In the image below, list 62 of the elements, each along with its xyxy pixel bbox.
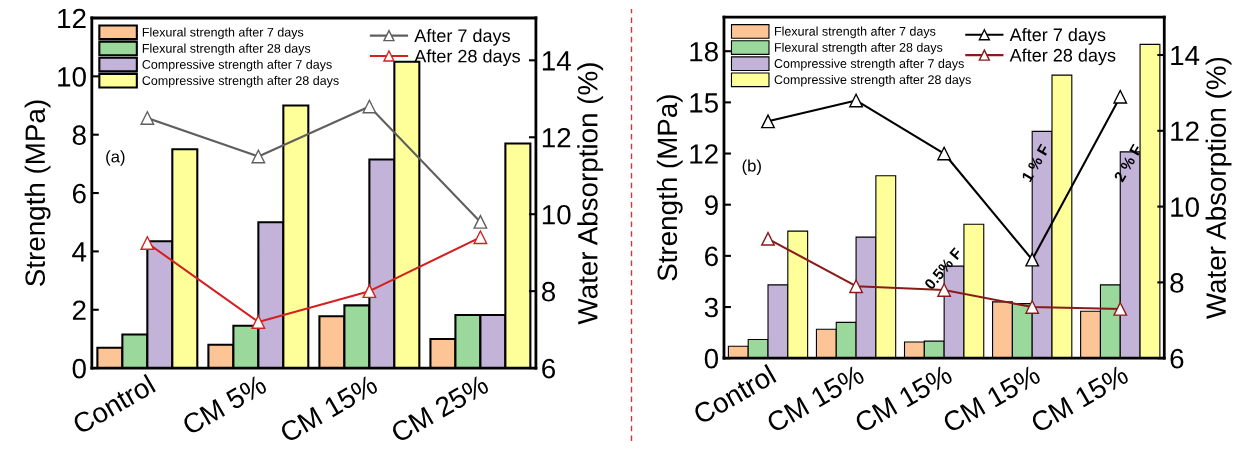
y-axis-title: Strength (MPa) [24, 100, 51, 286]
y2-tick-label: 12 [1171, 121, 1199, 141]
y2-tick-label: 8 [541, 281, 556, 302]
y-tick-label: 4 [72, 242, 87, 262]
point [473, 214, 488, 229]
legend-label: Compressive strength after 28 days [142, 75, 339, 88]
y2-tick-label: 14 [1171, 45, 1200, 66]
legend-label: Flexural strength after 7 days [142, 27, 304, 40]
y-axis-title: Strength (MPa) [656, 95, 683, 281]
y2-tick-label: 10 [542, 204, 571, 225]
point [761, 114, 775, 129]
legend-label: After 7 days [414, 28, 510, 46]
annotation: (a) [106, 150, 125, 166]
legend-label: Compressive strength after 7 days [142, 59, 332, 72]
point [761, 231, 775, 246]
y-tick-label: 12 [690, 144, 718, 164]
y-tick-label: 2 [72, 300, 86, 320]
y2-tick-label: 12 [542, 127, 571, 148]
y-tick-label: 8 [72, 125, 86, 146]
annotation: (b) [742, 159, 761, 175]
y-tick-label: 6 [705, 246, 718, 267]
y2-tick-label: 10 [1171, 197, 1199, 217]
y-tick-label: 15 [690, 93, 718, 113]
x-tick-label: CM 15% [278, 374, 379, 444]
point [362, 284, 377, 299]
point [473, 230, 488, 245]
point [251, 314, 266, 329]
legend-label: After 28 days [1009, 48, 1116, 66]
y-tick-label: 18 [690, 41, 718, 62]
legend-label: Compressive strength after 28 days [774, 74, 971, 87]
point [937, 146, 952, 161]
annotation: 1 % F [1021, 143, 1050, 183]
point [362, 99, 377, 114]
x-tick-label: CM 25% [389, 374, 490, 444]
y-tick-label: 12 [58, 8, 86, 29]
legend-label: Compressive strength after 7 days [774, 58, 964, 71]
point [849, 93, 864, 108]
y2-tick-label: 14 [542, 51, 571, 71]
legend-label: Flexural strength after 28 days [142, 43, 311, 56]
y-tick-label: 3 [704, 297, 718, 318]
point [1113, 89, 1128, 104]
x-tick-label: CM 5% [181, 374, 268, 436]
point [1025, 252, 1040, 267]
point [251, 149, 266, 164]
y2-axis-title: Water Absorption (%) [577, 63, 604, 325]
y2-tick-label: 6 [542, 358, 555, 379]
y-tick-label: 9 [704, 195, 718, 216]
legend-label: After 7 days [1009, 27, 1106, 45]
y-tick-label: 10 [58, 67, 86, 87]
legend-label: Flexural strength after 7 days [775, 26, 936, 39]
y-tick-label: 6 [72, 183, 86, 204]
annotation: 2 % F [1113, 143, 1143, 183]
y2-tick-label: 6 [1170, 348, 1184, 369]
point [140, 111, 155, 125]
y2-tick-label: 8 [1170, 273, 1184, 293]
point [1113, 301, 1128, 316]
y2-axis-title: Water Absorption (%) [1205, 57, 1232, 319]
legend-label: Flexural strength after 28 days [775, 42, 943, 55]
legend-label: After 28 days [414, 49, 520, 67]
point [140, 236, 155, 251]
point [1025, 300, 1040, 314]
point [849, 279, 864, 294]
